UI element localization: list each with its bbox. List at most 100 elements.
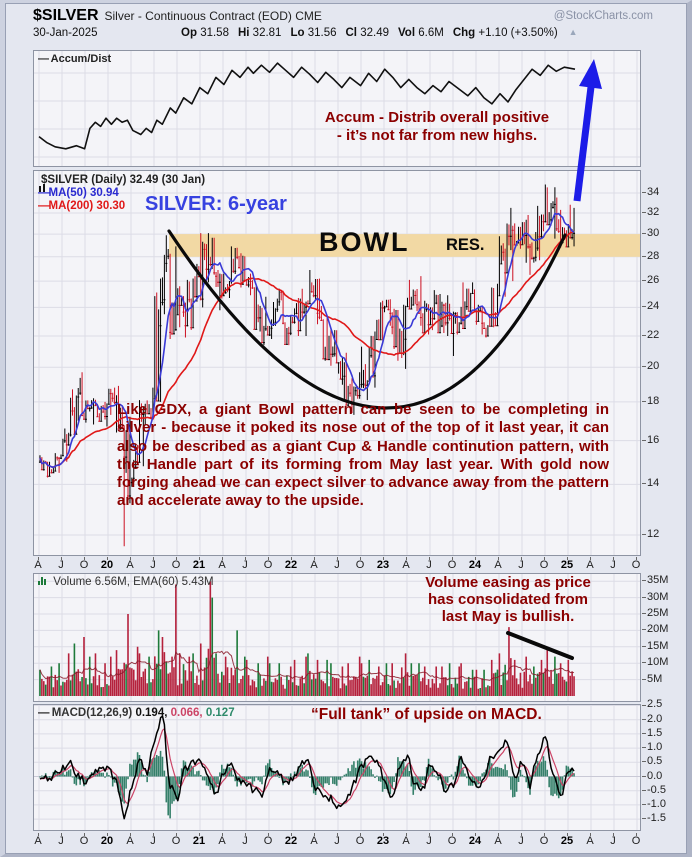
x-tick-label: O — [447, 559, 457, 571]
ma200-legend: —MA(200) 30.30 — [38, 200, 126, 212]
x-tick-label: O — [539, 559, 549, 571]
x-tick-label: J — [518, 559, 524, 571]
x-tick-label: A — [34, 559, 42, 571]
x-tick-label: O — [539, 835, 549, 847]
x-tick-label: 23 — [376, 559, 390, 571]
volume-yaxis: 35M 30M 25M 20M 15M 10M 5M — [642, 573, 676, 702]
symbol-description: Silver - Continuous Contract (EOD) CME — [104, 9, 322, 23]
ohlc-values: Op 31.58 Hi 32.81 Lo 31.56 Cl 32.49 Vol … — [181, 27, 578, 39]
y-tick-label: 10M — [647, 656, 669, 668]
stockcharts-credit-link[interactable]: @StockCharts.com — [553, 10, 653, 22]
y-tick-label: 18 — [647, 395, 660, 407]
y-tick-label: 30M — [647, 591, 669, 603]
x-tick-label: O — [447, 835, 457, 847]
x-tick-label: 24 — [468, 835, 482, 847]
header: $SILVER Silver - Continuous Contract (EO… — [33, 7, 322, 25]
macd-xaxis: A J O 20 A J O 21 A J O 22 A J O 23 A J O 24 A J O 25 A J O — [33, 833, 641, 847]
x-tick-label: 25 — [560, 835, 574, 847]
y-tick-label: -1.5 — [647, 812, 666, 824]
y-tick-label: -1.0 — [647, 798, 666, 810]
x-tick-label: O — [631, 835, 641, 847]
y-tick-label: 35M — [647, 574, 669, 586]
price-plot — [34, 171, 640, 555]
x-tick-label: J — [426, 835, 432, 847]
macd-panel: — MACD(12,26,9) 0.194, 0.066, 0.127 — [33, 704, 641, 831]
y-tick-label: 32 — [647, 206, 660, 218]
x-tick-label: 20 — [100, 835, 114, 847]
macd-yaxis: 2.5 2.0 1.5 1.0 0.5 0.0 -0.5 -1.0 -1.5 — [642, 698, 676, 831]
x-tick-label: O — [355, 559, 365, 571]
x-tick-label: J — [610, 835, 616, 847]
x-tick-label: 21 — [192, 559, 206, 571]
resistance-label: RES. — [446, 236, 485, 254]
x-tick-label: J — [518, 835, 524, 847]
bowl-curve — [167, 229, 567, 410]
y-tick-label: 0.5 — [647, 755, 663, 767]
x-tick-label: O — [355, 835, 365, 847]
accum-annotation: Accum - Distrib overall positive - it’s … — [324, 109, 550, 144]
x-tick-label: A — [218, 835, 226, 847]
x-tick-label: J — [58, 835, 64, 847]
y-tick-label: 1.5 — [647, 727, 663, 739]
analysis-paragraph: Like GDX, a giant Bowl pattern can be se… — [117, 401, 609, 510]
x-tick-label: J — [150, 835, 156, 847]
x-tick-label: A — [126, 835, 134, 847]
x-tick-label: A — [494, 835, 502, 847]
accum-dist-panel: — Accum/Dist — [33, 50, 641, 167]
price-yaxis: 34 32 30 28 26 24 22 20 18 16 14 12 — [642, 170, 676, 556]
y-tick-label: 5M — [647, 673, 663, 685]
x-tick-label: A — [586, 835, 594, 847]
macd-legend: — MACD(12,26,9) 0.194, 0.066, 0.127 — [38, 707, 235, 719]
y-tick-label: 20 — [647, 360, 660, 372]
x-tick-label: A — [34, 835, 42, 847]
y-tick-label: 15M — [647, 640, 669, 652]
volume-plot — [34, 574, 640, 701]
x-tick-label: 21 — [192, 835, 206, 847]
accum-dist-legend: — Accum/Dist — [38, 53, 112, 65]
y-tick-label: 12 — [647, 528, 660, 540]
y-tick-label: 1.0 — [647, 741, 663, 753]
x-tick-label: J — [426, 559, 432, 571]
price-xaxis: A J O 20 A J O 21 A J O 22 A J O 23 A J O 24 A J O 25 A J O — [33, 557, 641, 571]
x-tick-label: A — [218, 559, 226, 571]
y-tick-label: 0.0 — [647, 770, 663, 782]
x-tick-label: O — [631, 559, 641, 571]
y-tick-label: 24 — [647, 300, 660, 312]
volume-panel: Volume 6.56M, EMA(60) 5.43M — [33, 573, 641, 702]
y-tick-label: 16 — [647, 434, 660, 446]
x-tick-label: O — [79, 559, 89, 571]
x-tick-label: J — [334, 835, 340, 847]
x-tick-label: 23 — [376, 835, 390, 847]
volume-trendline — [506, 631, 574, 660]
y-tick-label: 30 — [647, 227, 660, 239]
y-tick-label: 14 — [647, 477, 660, 489]
x-tick-label: O — [263, 559, 273, 571]
x-tick-label: A — [310, 559, 318, 571]
y-tick-label: 20M — [647, 623, 669, 635]
x-tick-label: A — [402, 559, 410, 571]
x-tick-label: J — [334, 559, 340, 571]
x-tick-label: O — [263, 835, 273, 847]
y-tick-label: 2.0 — [647, 713, 663, 725]
y-tick-label: 26 — [647, 274, 660, 286]
date-label: 30-Jan-2025 — [33, 27, 98, 39]
y-tick-label: -0.5 — [647, 784, 666, 796]
volume-legend: Volume 6.56M, EMA(60) 5.43M — [38, 576, 214, 589]
price-panel: $SILVER (Daily) 32.49 (30 Jan) —MA(50) 3… — [33, 170, 641, 556]
x-tick-label: 20 — [100, 559, 114, 571]
accum-dist-plot — [34, 51, 640, 166]
y-tick-label: 25M — [647, 607, 669, 619]
x-tick-label: J — [242, 835, 248, 847]
x-tick-label: A — [494, 559, 502, 571]
y-tick-label: 28 — [647, 250, 660, 262]
x-tick-label: A — [402, 835, 410, 847]
x-tick-label: 25 — [560, 559, 574, 571]
x-tick-label: J — [242, 559, 248, 571]
y-tick-label: 34 — [647, 186, 660, 198]
x-tick-label: A — [586, 559, 594, 571]
x-tick-label: J — [150, 559, 156, 571]
quote-row: 30-Jan-2025 Op 31.58 Hi 32.81 Lo 31.56 C… — [33, 27, 578, 39]
volume-annotation: Volume easing as price has consolidated … — [425, 574, 591, 625]
x-tick-label: 22 — [284, 559, 298, 571]
